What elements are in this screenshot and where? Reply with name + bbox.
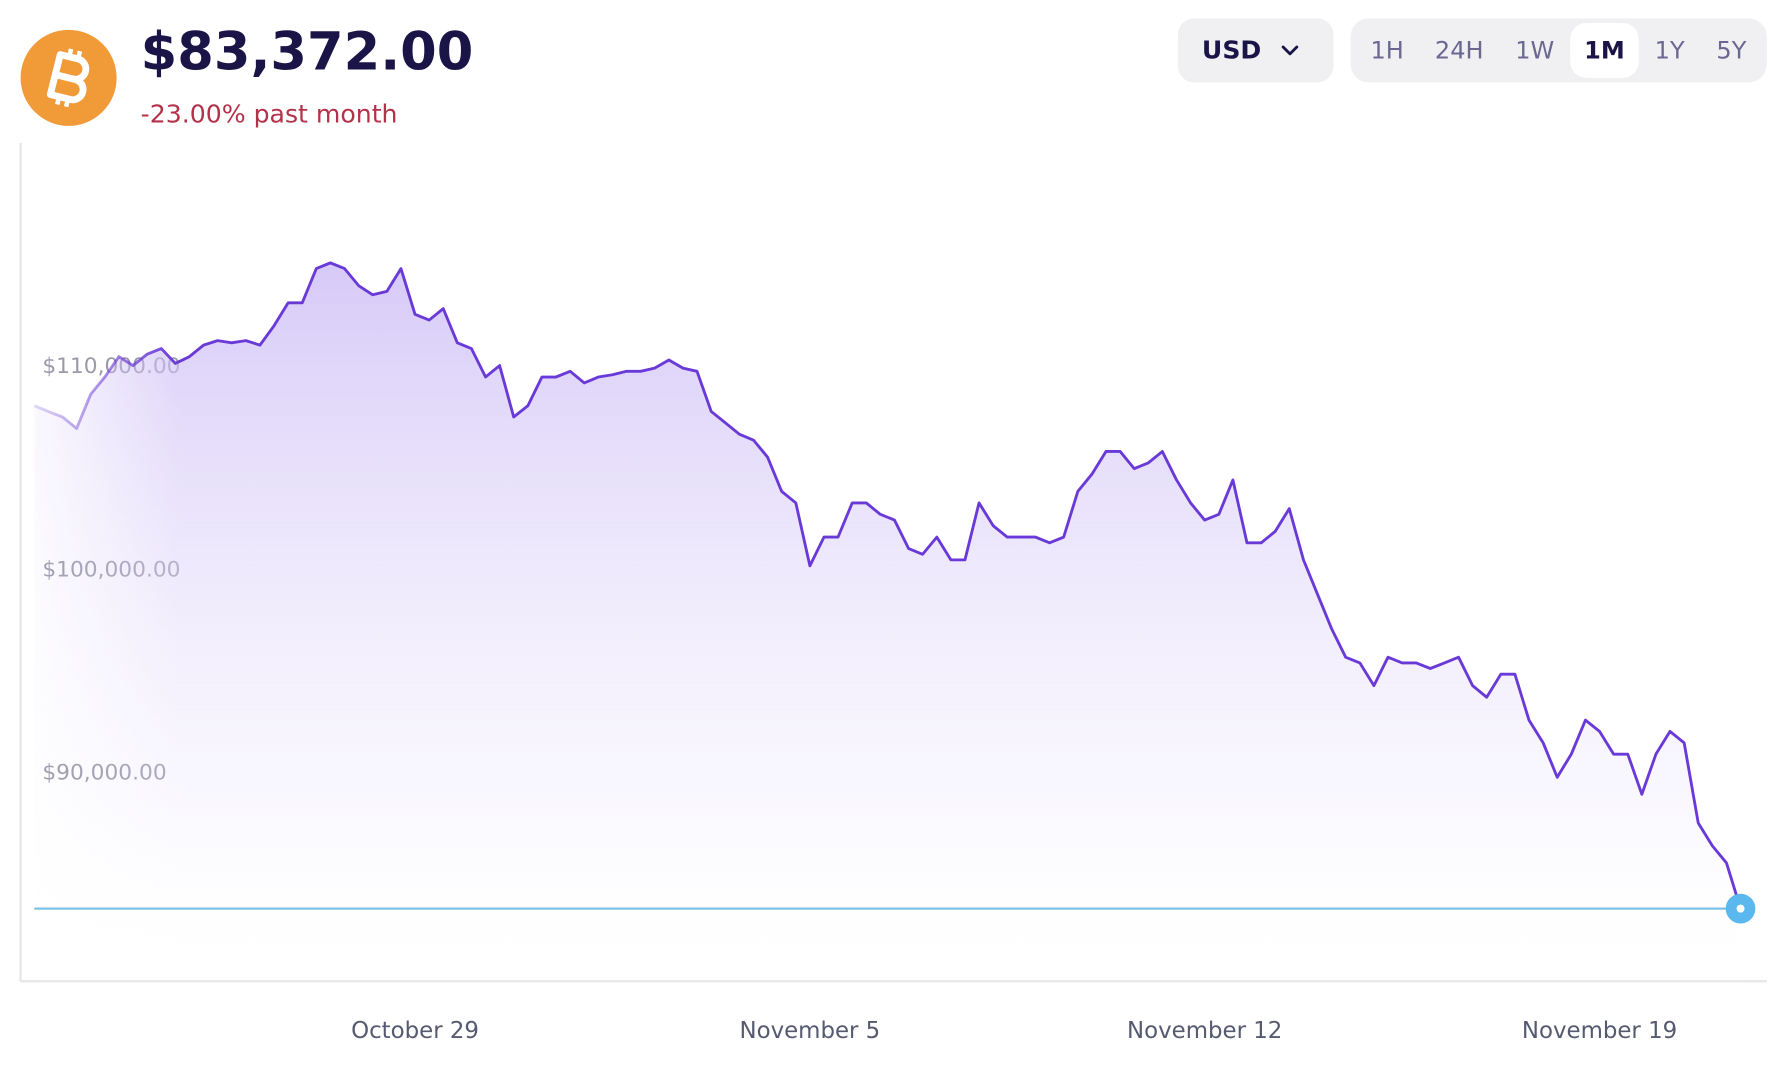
x-tick-label: November 19 [1522,1018,1677,1044]
price: $83,372.00 [141,22,474,83]
range-button[interactable]: 1H [1371,37,1404,65]
range-button[interactable]: 1W [1515,37,1554,65]
current-point-center [1736,904,1745,913]
range-label: 1M [1584,37,1625,65]
range-button[interactable]: 5Y [1716,37,1746,65]
range-label: 1Y [1655,37,1685,65]
x-tick-label: November 5 [740,1018,881,1044]
plot: $90,000.00$100,000.00$110,000.00October … [33,261,1756,1044]
currency-label: USD [1202,36,1261,65]
currency-dropdown[interactable]: USD [1177,18,1334,83]
range-selector: 1H 24H 1W 1M 1Y 5Y [1350,18,1767,83]
chevron [1281,45,1299,56]
range-selected-bg [1570,22,1639,78]
price-change: -23.00% past month [141,100,398,129]
range-button[interactable]: 24H [1435,37,1484,65]
x-tick-label: October 29 [351,1018,479,1044]
price-line [33,261,1742,909]
range-label: 1W [1515,37,1554,65]
area-fill [34,262,1741,982]
coin-logo [20,29,117,126]
range-button[interactable]: 1Y [1655,37,1685,65]
range-label: 1H [1371,37,1404,65]
range-button[interactable]: 1M [1570,22,1639,78]
x-tick-label: November 12 [1127,1018,1282,1044]
range-label: 24H [1435,37,1484,65]
range-label: 5Y [1716,37,1746,65]
